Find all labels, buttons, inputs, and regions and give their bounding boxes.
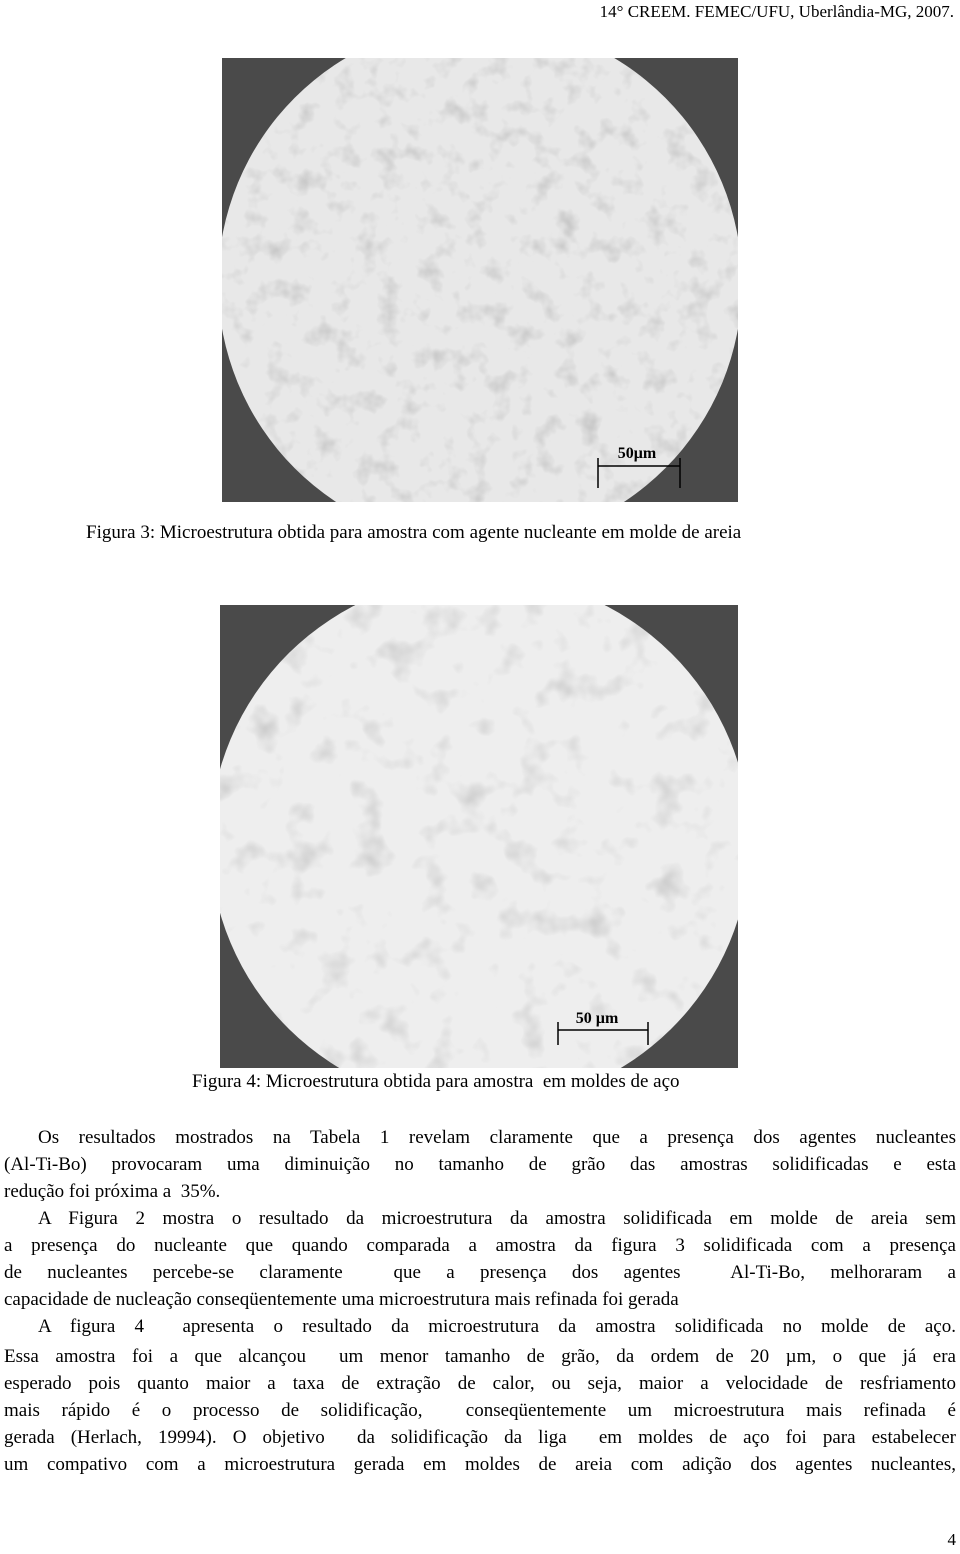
text-line: um compativo com a microestrutura gerada… [4, 1454, 956, 1475]
figure-caption: Figura 4: Microestrutura obtida para amo… [192, 1071, 680, 1092]
text-line: a presença do nucleante que quando compa… [4, 1235, 956, 1256]
micrograph: 50μm [222, 58, 738, 502]
text-line: A Figura 2 mostra o resultado da microes… [38, 1208, 956, 1229]
text-line: Essa amostra foi a que alcançou um menor… [4, 1346, 956, 1367]
scale-label: 50μm [618, 445, 657, 462]
scale-label: 50 µm [576, 1010, 619, 1027]
text-line: capacidade de nucleação conseqüentemente… [4, 1289, 679, 1310]
text-line: redução foi próxima a 35%. [4, 1181, 221, 1202]
text-line: de nucleantes percebe-se claramente que … [4, 1262, 956, 1283]
text-line: (Al-Ti-Bo) provocaram uma diminuição no … [4, 1154, 956, 1175]
micrograph: 50 µm [220, 605, 738, 1068]
text-line: Os resultados mostrados na Tabela 1 reve… [38, 1127, 956, 1148]
text-line: A figura 4 apresenta o resultado da micr… [38, 1316, 956, 1337]
text-line: esperado pois quanto maior a taxa de ext… [4, 1373, 956, 1394]
text-line: gerada (Herlach, 19994). O objetivo da s… [4, 1427, 956, 1448]
figure-caption: Figura 3: Microestrutura obtida para amo… [86, 522, 742, 543]
text-line: mais rápido é o processo de solidificaçã… [4, 1400, 956, 1421]
page-number: 4 [947, 1530, 957, 1549]
header: 14° CREEM. FEMEC/UFU, Uberlândia-MG, 200… [599, 2, 954, 21]
